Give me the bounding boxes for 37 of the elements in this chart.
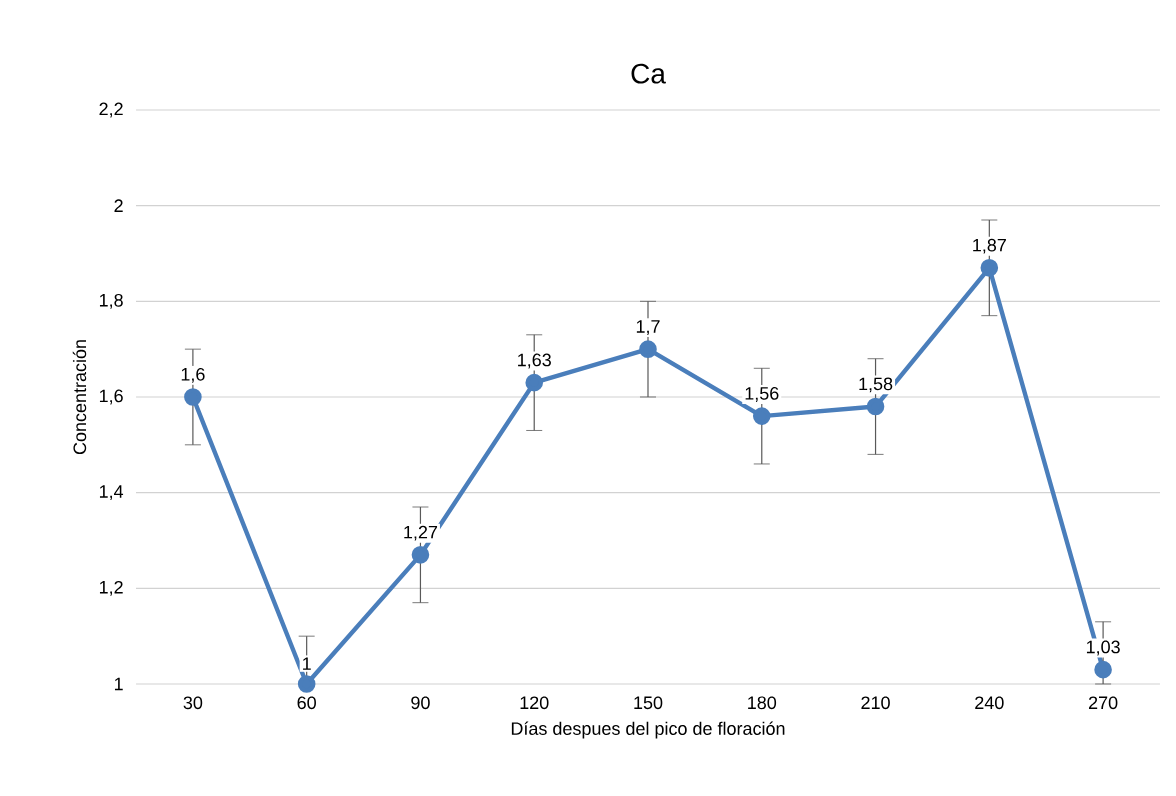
point (297, 675, 316, 693)
x-tick-label: 60 (297, 696, 316, 710)
data-label: 1,56 (745, 387, 779, 402)
x-tick-label: 270 (1088, 696, 1118, 710)
y-tick-label: 1,6 (99, 389, 123, 405)
data-label: 1,6 (181, 367, 205, 383)
data-label: 1,58 (859, 377, 893, 393)
x-tick-label: 240 (975, 696, 1004, 710)
data-label: 1,03 (1086, 640, 1120, 656)
data-label: 1,63 (518, 353, 551, 369)
point (184, 388, 202, 406)
chart-title: Ca (631, 63, 666, 84)
point (866, 397, 885, 416)
x-tick-label: 210 (861, 696, 890, 710)
data-label: 1,27 (404, 525, 438, 541)
point (980, 259, 999, 277)
x-axis-title: Días despues del pico de floración (511, 721, 785, 739)
y-tick-label: 2,2 (99, 102, 123, 118)
y-tick-label: 1,8 (99, 293, 123, 309)
x-tick-label: 150 (634, 696, 663, 710)
point (411, 546, 430, 564)
x-tick-label: 180 (748, 696, 777, 710)
data-label: 1 (303, 657, 311, 670)
x-tick-label: 90 (411, 696, 430, 710)
y-tick-label: 1,4 (99, 485, 124, 500)
y-tick-label: 2 (114, 199, 123, 212)
y-tick-label: 1,2 (99, 580, 123, 596)
data-label: 1,87 (973, 238, 1006, 254)
point (752, 407, 771, 425)
y-axis-title: Concentración (72, 340, 87, 455)
x-tick-label: 120 (520, 696, 549, 710)
point (525, 373, 544, 392)
x-tick-label: 30 (183, 696, 203, 710)
point (1094, 660, 1112, 679)
y-tick-label: 1 (114, 677, 123, 691)
data-label: 1,7 (636, 320, 660, 335)
point (639, 340, 657, 358)
